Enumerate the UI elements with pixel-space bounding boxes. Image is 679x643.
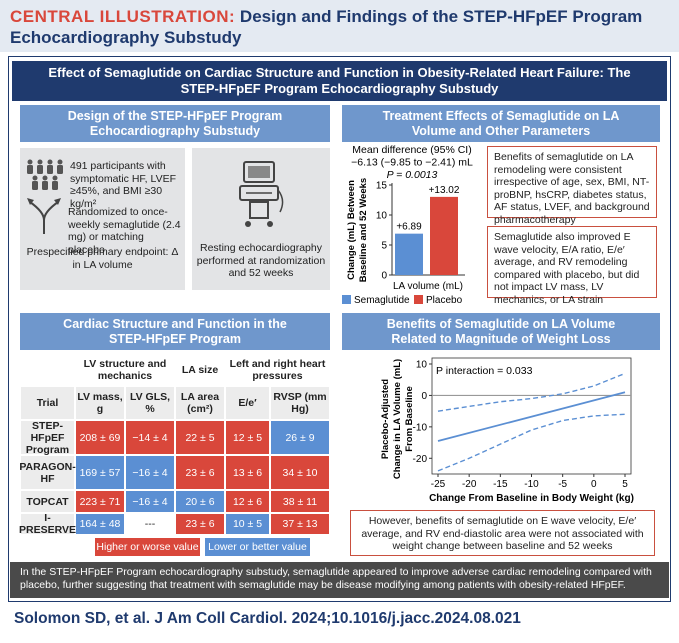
row-header: PARAGON-HF xyxy=(19,456,76,489)
table-cell: 12 ± 5 xyxy=(226,421,269,454)
y-tick-label: 0 xyxy=(421,391,427,402)
column-header: Trial xyxy=(21,387,74,419)
row-header: I-PRESERVE xyxy=(19,512,76,536)
table-cell: --- xyxy=(126,514,174,534)
table-cell: 208 ± 69 xyxy=(76,421,124,454)
bar xyxy=(395,233,423,275)
y-tick-label: 0 xyxy=(381,271,387,282)
design-item: Prespecified primary endpoint: Δ in LA v… xyxy=(26,246,179,271)
line-chart: -20 -10 0 10 -25 -20 -15 -10 -5 0 5 P interaction =… xyxy=(380,357,634,504)
table-cell: −16 ± 4 xyxy=(126,456,174,489)
y-tick-label: 5 xyxy=(381,241,387,252)
note: However, benefits of semaglutide on E wa… xyxy=(350,510,655,556)
group-header: Left and right heart pressures xyxy=(226,355,329,385)
column-header: LV GLS, % xyxy=(126,387,174,419)
y-tick-label: 10 xyxy=(376,211,388,222)
legend-swatch xyxy=(414,295,423,304)
x-tick-label: -5 xyxy=(558,479,567,490)
x-tick-label: -10 xyxy=(524,479,539,490)
section-header: Design of the STEP-HFpEF Program Echocar… xyxy=(20,105,330,142)
annotation: P = 0.0013 xyxy=(387,169,438,181)
design-item: Randomized to once-weekly semaglutide (2… xyxy=(68,206,181,256)
table-cell: 10 ± 5 xyxy=(226,514,269,534)
header-title: Design and Findings of the STEP-HFpEF Pr… xyxy=(10,7,643,47)
x-tick-label: -25 xyxy=(431,479,446,490)
legend-item: Lower or better value xyxy=(205,538,310,556)
frame xyxy=(8,56,671,602)
y-tick-label: 10 xyxy=(416,360,428,371)
table-cell: 20 ± 6 xyxy=(176,491,224,512)
table-cell: 22 ± 5 xyxy=(176,421,224,454)
header: CENTRAL ILLUSTRATION: Design and Finding… xyxy=(0,0,679,52)
section-header: Cardiac Structure and Function in the ST… xyxy=(20,313,330,350)
y-axis-label: Placebo-Adjusted xyxy=(380,379,391,459)
x-tick-label: -15 xyxy=(493,479,508,490)
group-header: LA size xyxy=(176,355,224,385)
y-tick-label: -10 xyxy=(413,422,428,433)
column-header: LA area (cm²) xyxy=(176,387,224,419)
bar xyxy=(430,196,458,275)
legend-label: Placebo xyxy=(426,295,463,306)
y-axis-label: From Baseline xyxy=(404,386,415,451)
table-cell: 26 ± 9 xyxy=(271,421,329,454)
table-cell: 37 ± 13 xyxy=(271,514,329,534)
table-cell: −16 ± 4 xyxy=(126,491,174,512)
legend-swatch xyxy=(342,295,351,304)
x-tick-label: 5 xyxy=(622,479,628,490)
design-icons xyxy=(27,159,63,234)
annotation: −6.13 (−9.85 to −2.41) mL xyxy=(351,157,473,169)
banner: Effect of Semaglutide on Cardiac Structu… xyxy=(12,61,667,101)
column-header: E/e′ xyxy=(226,387,269,419)
table-cell: 169 ± 57 xyxy=(76,456,124,489)
column-header: LV mass, g xyxy=(76,387,124,419)
table-cell: 23 ± 6 xyxy=(176,514,224,534)
legend-label: Semaglutide xyxy=(354,295,410,306)
x-axis-label: Change From Baseline in Body Weight (kg) xyxy=(429,493,634,504)
note: Benefits of semaglutide on LA remodeling… xyxy=(487,146,657,226)
group-header: LV structure and mechanics xyxy=(76,355,174,385)
x-axis-label: LA volume (mL) xyxy=(393,281,463,292)
row-header: STEP-HFpEF Program xyxy=(21,420,74,456)
summary: In the STEP-HFpEF Program echocardiograp… xyxy=(10,562,669,598)
line xyxy=(437,372,626,412)
annotation: P interaction = 0.033 xyxy=(436,365,533,377)
line xyxy=(437,413,626,472)
y-axis-label: Change (mL) Between xyxy=(346,180,357,280)
table-cell: 38 ± 11 xyxy=(271,491,329,512)
table-cell: 23 ± 6 xyxy=(176,456,224,489)
bar-chart: Mean difference (95% CI)−6.13 (−9.85 to … xyxy=(342,144,473,306)
line xyxy=(437,391,626,442)
table-cell: 12 ± 6 xyxy=(226,491,269,512)
table-cell: −14 ± 4 xyxy=(126,421,174,454)
echo-text: Resting echocardiography performed at ra… xyxy=(196,242,326,279)
echo-icon xyxy=(239,161,284,227)
citation: Solomon SD, et al. J Am Coll Cardiol. 20… xyxy=(14,610,521,627)
value-label: +6.89 xyxy=(396,222,422,233)
table-cell: 223 ± 71 xyxy=(76,491,124,512)
y-axis-label: Change in LA Volume (mL) xyxy=(392,359,403,479)
x-tick-label: 0 xyxy=(591,479,597,490)
header-label: CENTRAL ILLUSTRATION: xyxy=(10,7,236,26)
row-header: TOPCAT xyxy=(21,491,74,512)
note: Semaglutide also improved E wave velocit… xyxy=(487,226,657,306)
x-tick-label: -20 xyxy=(462,479,477,490)
y-tick-label: -20 xyxy=(413,454,428,465)
column-header: RVSP (mm Hg) xyxy=(271,387,329,419)
value-label: +13.02 xyxy=(429,185,460,196)
table-cell: 34 ± 10 xyxy=(271,456,329,489)
table-cell: 164 ± 48 xyxy=(76,514,124,534)
annotation: Mean difference (95% CI) xyxy=(352,144,471,156)
y-tick-label: 15 xyxy=(376,181,388,192)
y-axis-label: Baseline and 52 Weeks xyxy=(358,178,369,282)
design-item: 491 participants with symptomatic HF, LV… xyxy=(70,160,176,210)
table-cell: 13 ± 6 xyxy=(226,456,269,489)
section-header: Treatment Effects of Semaglutide on LA V… xyxy=(342,105,660,142)
section-header: Benefits of Semaglutide on LA Volume Rel… xyxy=(342,313,660,350)
legend-item: Higher or worse value xyxy=(95,538,200,556)
